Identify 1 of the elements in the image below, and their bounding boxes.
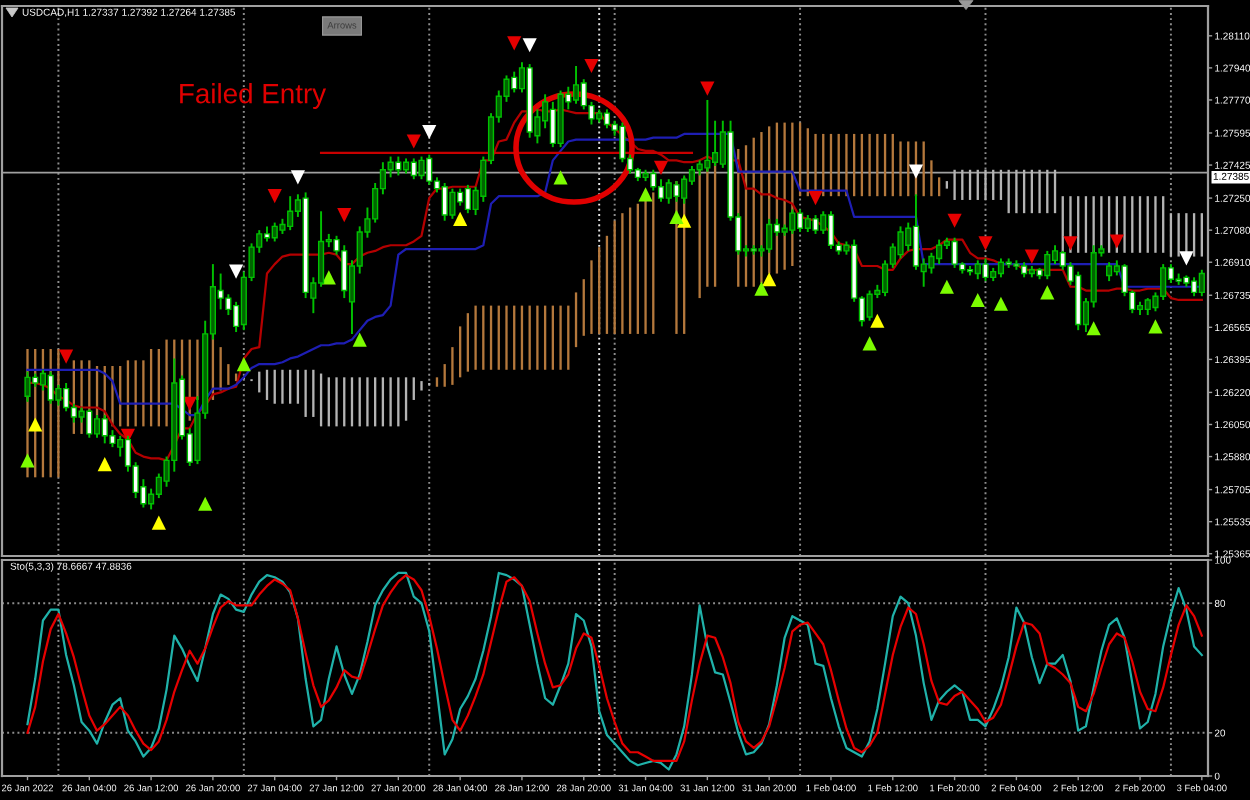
annotation: Failed Entry xyxy=(180,83,327,109)
